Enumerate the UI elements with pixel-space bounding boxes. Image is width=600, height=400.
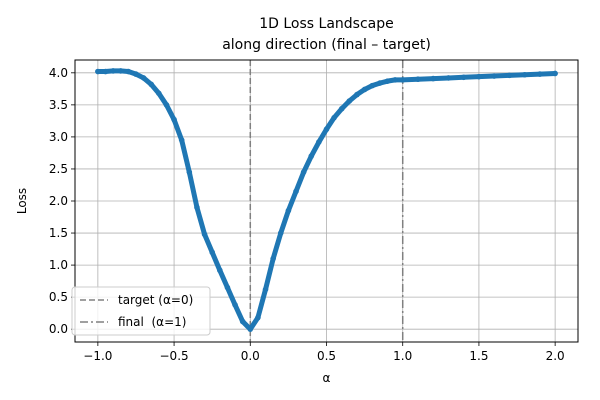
loss-data-point bbox=[247, 326, 254, 332]
x-tick-label: 0.0 bbox=[241, 349, 260, 363]
x-tick-label: 0.5 bbox=[317, 349, 336, 363]
loss-data-point bbox=[140, 75, 147, 81]
x-tick-label: −0.5 bbox=[160, 349, 189, 363]
loss-data-point bbox=[384, 78, 391, 84]
loss-data-point bbox=[293, 188, 299, 195]
y-axis-label: Loss bbox=[15, 188, 29, 214]
loss-data-point bbox=[194, 204, 200, 211]
loss-data-point bbox=[537, 71, 543, 77]
loss-data-point bbox=[506, 72, 513, 79]
loss-data-point bbox=[361, 86, 368, 93]
loss-data-point bbox=[201, 231, 208, 238]
loss-data-point bbox=[377, 80, 383, 86]
x-tick-label: 1.0 bbox=[393, 349, 412, 363]
loss-data-point bbox=[277, 230, 284, 236]
reference-lines bbox=[249, 60, 404, 342]
y-tick-label: 1.0 bbox=[49, 258, 68, 272]
loss-data-point bbox=[445, 75, 452, 81]
x-axis-label: α bbox=[323, 371, 331, 385]
loss-data-point bbox=[95, 68, 101, 75]
loss-data-point bbox=[171, 116, 177, 123]
loss-data-point bbox=[392, 77, 398, 83]
loss-data-point bbox=[415, 76, 421, 83]
loss-data-point bbox=[239, 318, 246, 325]
y-tick-label: 2.0 bbox=[49, 194, 68, 208]
legend-label-final: final (α=1) bbox=[118, 315, 186, 329]
loss-data-point bbox=[491, 73, 497, 79]
loss-data-point bbox=[262, 286, 269, 293]
loss-data-point bbox=[521, 71, 528, 78]
loss-data-point bbox=[476, 73, 482, 80]
loss-data-point bbox=[369, 82, 376, 89]
loss-data-point bbox=[148, 81, 155, 88]
y-tick-label: 2.5 bbox=[49, 162, 68, 176]
loss-data-point bbox=[186, 169, 193, 175]
chart-title-line-2: along direction (final – target) bbox=[222, 37, 431, 53]
loss-data-point bbox=[316, 139, 322, 145]
x-tick-label: 1.5 bbox=[469, 349, 488, 363]
loss-data-point bbox=[285, 207, 292, 214]
y-tick-label: 4.0 bbox=[49, 66, 68, 80]
loss-data-point bbox=[354, 91, 360, 98]
loss-data-point bbox=[346, 98, 353, 104]
loss-data-point bbox=[300, 169, 307, 175]
loss-data-point bbox=[460, 74, 467, 81]
loss-data-point bbox=[232, 302, 238, 308]
loss-data-point bbox=[552, 70, 558, 77]
loss-data-point bbox=[133, 71, 139, 77]
loss-data-point bbox=[209, 249, 215, 256]
x-tick-label: 2.0 bbox=[546, 349, 565, 363]
legend: target (α=0) final (α=1) bbox=[71, 286, 211, 336]
loss-data-point bbox=[430, 75, 436, 82]
legend-box bbox=[71, 286, 211, 336]
loss-data-point bbox=[399, 77, 406, 83]
loss-data-point bbox=[255, 314, 261, 321]
y-tick-label: 1.5 bbox=[49, 226, 68, 240]
axis-ticks: −1.0 −0.5 0.0 0.5 1.0 1.5 2.0 0.0 0.5 1.0 1.5 2.0 2.… bbox=[49, 66, 565, 363]
x-tick-label: −1.0 bbox=[83, 349, 112, 363]
y-tick-label: 3.0 bbox=[49, 130, 68, 144]
loss-data-point bbox=[331, 114, 337, 121]
loss-data-point bbox=[117, 68, 124, 74]
loss-data-point bbox=[102, 68, 109, 75]
legend-label-target: target (α=0) bbox=[118, 293, 193, 307]
loss-data-point bbox=[323, 126, 330, 133]
grid-lines bbox=[75, 60, 578, 342]
y-tick-label: 0.0 bbox=[49, 322, 68, 336]
loss-data-point bbox=[308, 153, 315, 159]
loss-data-point bbox=[178, 137, 185, 143]
loss-data-point bbox=[125, 68, 132, 75]
chart-title-line-1: 1D Loss Landscape bbox=[259, 16, 394, 32]
loss-data-point bbox=[110, 68, 116, 74]
loss-data-point bbox=[217, 267, 223, 274]
y-tick-label: 3.5 bbox=[49, 98, 68, 112]
loss-data-point bbox=[163, 102, 170, 108]
loss-data-point bbox=[156, 90, 162, 97]
loss-series bbox=[95, 68, 558, 332]
loss-data-point bbox=[270, 255, 276, 262]
loss-data-point bbox=[338, 105, 345, 112]
y-tick-label: 0.5 bbox=[49, 290, 68, 304]
loss-data-point bbox=[224, 284, 231, 291]
